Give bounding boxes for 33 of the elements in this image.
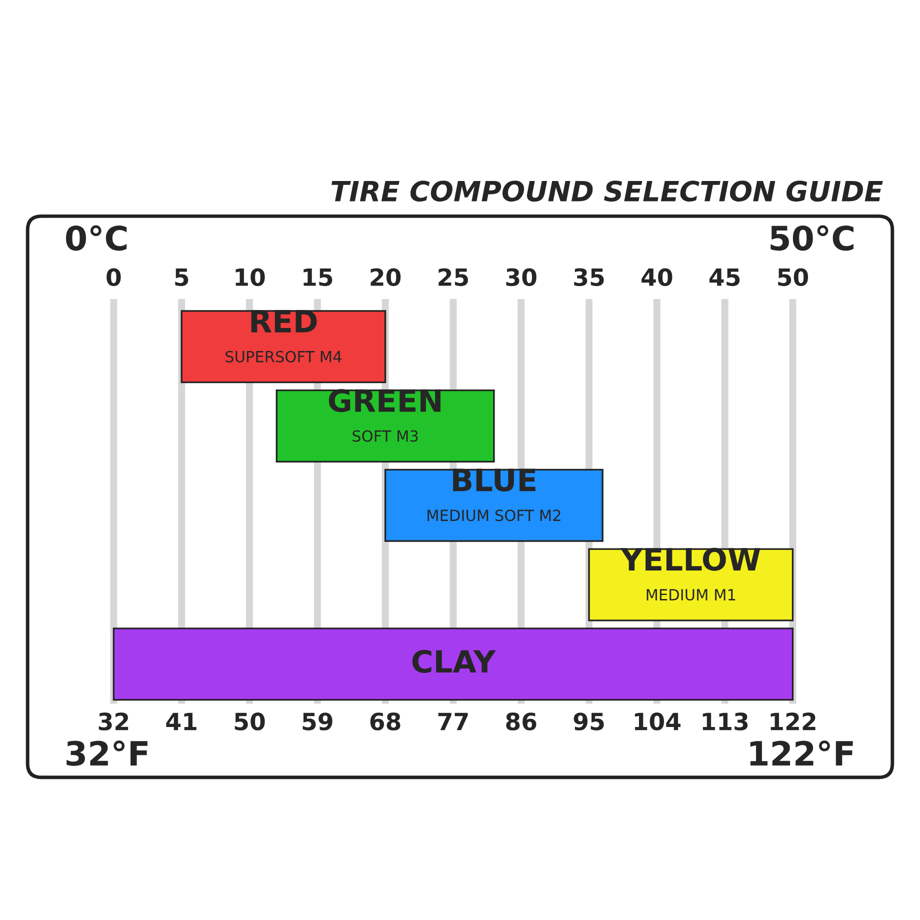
x2-tick-label: 113 <box>702 712 748 730</box>
y-tick-label: YELLOW MEDIUM M1 <box>620 548 760 601</box>
text: 0°C <box>66 225 127 251</box>
text: 32°F <box>66 740 148 766</box>
x-tick-label: 40 <box>642 268 672 286</box>
bar <box>112 628 794 701</box>
x2-tick-label: 122 <box>770 712 816 730</box>
x2-tick-label: 68 <box>370 712 400 730</box>
x2-tick-label: 104 <box>634 712 680 730</box>
x2-tick-label: 86 <box>506 712 536 730</box>
x-tick-label: 50 <box>778 268 808 286</box>
x-tick-label: 10 <box>236 268 265 286</box>
x-tick-label: 20 <box>370 268 401 286</box>
x-tick-label: 35 <box>574 268 604 286</box>
x2-tick-label: 50 <box>234 712 265 730</box>
bar <box>384 468 604 542</box>
x-tick-label: 5 <box>175 268 188 286</box>
x-tick-label: 45 <box>709 268 740 286</box>
y-tick-label: CLAY <box>412 650 496 673</box>
x2-tick-label: 59 <box>302 712 332 730</box>
bar <box>276 389 495 463</box>
x2-tick-label: 77 <box>438 712 468 730</box>
x2-tick-label: 95 <box>574 712 604 730</box>
bar <box>180 310 386 384</box>
text: 50°C <box>770 225 854 251</box>
chart-title: TIRE COMPOUND SELECTION GUIDE <box>331 180 883 202</box>
x-tick-label: 30 <box>506 268 536 286</box>
x2-tick-label: 41 <box>166 712 196 730</box>
x-tick-label: 25 <box>438 268 468 286</box>
text: 122°F <box>750 740 853 766</box>
x2-tick-label: 32 <box>98 712 128 730</box>
x-tick-label: 15 <box>304 268 332 286</box>
x-tick-label: 0 <box>106 268 121 286</box>
